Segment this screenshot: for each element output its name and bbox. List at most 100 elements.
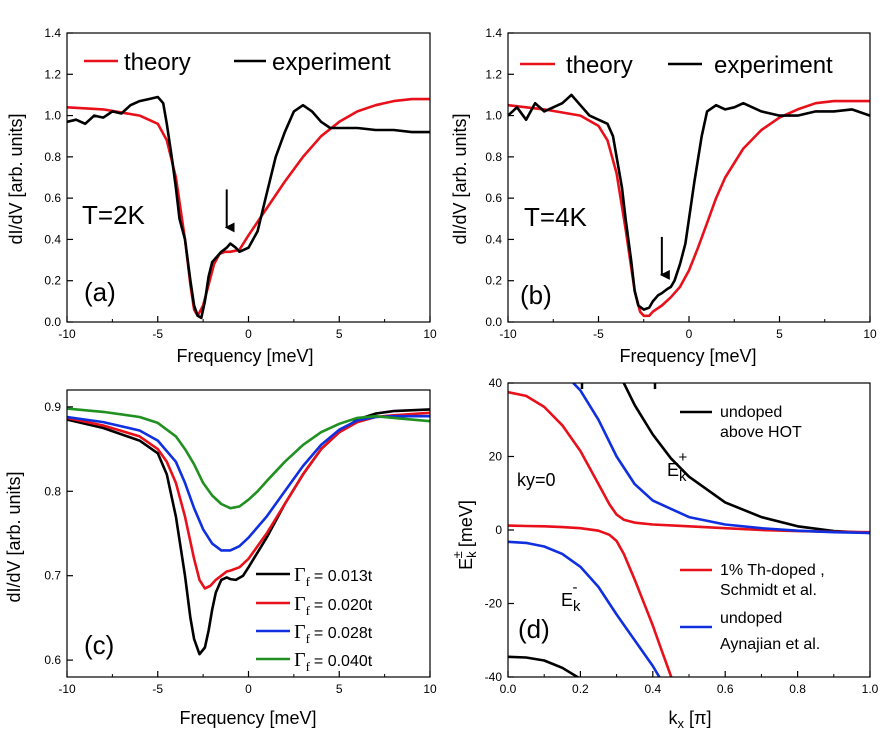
x-tick-label: 0.8	[789, 682, 806, 696]
e-plus-label: Ek +	[667, 449, 688, 485]
gamma-symbol: Γ	[294, 621, 306, 643]
y-tick-label: 20	[489, 450, 503, 464]
legend-label-aynajian-1: undoped	[720, 610, 782, 627]
x-tick-label: -10	[58, 682, 76, 696]
legend-label-undoped-hot-1: undoped	[720, 404, 782, 421]
legend: undoped above HOT 1% Th-doped , Schmidt …	[680, 404, 825, 653]
kx-symbol: k	[669, 708, 679, 728]
legend-label-gamma-0040: Γf = 0.040t	[294, 649, 373, 674]
series-line-c-0-040t	[67, 407, 430, 510]
legend-label-gamma-0013: Γf = 0.013t	[294, 564, 373, 589]
panel-b-label: (b)	[520, 280, 552, 310]
legend-label-theory: theory	[124, 49, 191, 76]
ek-superscript: ±	[450, 551, 465, 558]
x-tick-label: 0.2	[572, 682, 589, 696]
panel-c-series	[67, 407, 430, 656]
x-tick-label: 0	[245, 327, 252, 341]
x-tick-label: 10	[423, 327, 437, 341]
panel-a-frame	[66, 32, 431, 323]
y-tick-label: 0.2	[44, 274, 61, 288]
y-tick-label: 0.6	[44, 653, 61, 667]
legend: Γf = 0.013t Γf = 0.020t Γf = 0.028t Γf = 0.0…	[256, 564, 373, 674]
ek-unit: [meV]	[456, 500, 476, 547]
ky-label: ky=0	[517, 470, 556, 490]
kx-subscript: x	[678, 716, 685, 731]
eplus-superscript: +	[679, 449, 688, 466]
y-tick-label: 0.8	[44, 150, 61, 164]
x-tick-label: 10	[423, 682, 437, 696]
y-tick-label: 0.0	[485, 315, 502, 329]
y-tick-label: 0.6	[485, 191, 502, 205]
temperature-label: T=2K	[82, 200, 146, 230]
panel-c-xlabel: Frequency [meV]	[179, 708, 316, 728]
legend-label-th-doped-1: 1% Th-doped ,	[720, 562, 825, 579]
y-tick-label: 0.4	[44, 232, 61, 246]
x-tick-label: 1.0	[862, 682, 879, 696]
series-line-a-experiment	[67, 95, 430, 320]
panel-a-ticks: -10 -5 0 5 10 0.0 0.2 0.4 0.6 0.8 1.0 1.2 1.4	[44, 26, 437, 341]
legend-label-gamma-0028: Γf = 0.028t	[294, 621, 373, 646]
x-tick-label: -5	[593, 327, 604, 341]
panel-b-ticks: -10 -5 0 5 10 0.0 0.2 0.4 0.6 0.8 1.0 1.2 1.4	[485, 26, 877, 341]
gamma-symbol: Γ	[294, 649, 306, 671]
panel-c-ticks: -10 -5 0 5 10 0.6 0.7 0.8 0.9	[44, 400, 437, 696]
series-line-c-0-013t	[67, 408, 430, 656]
x-tick-label: 5	[336, 327, 343, 341]
series-line-d-1-th-doped-schmidt-et-al	[508, 390, 870, 534]
panel-d-ylabel: Ek± [meV]	[450, 500, 479, 570]
panel-c: -10 -5 0 5 10 0.6 0.7 0.8 0.9 Frequency [meV] dI…	[4, 389, 437, 728]
y-tick-label: -20	[485, 597, 503, 611]
eplus-symbol: E	[667, 460, 679, 480]
y-tick-label: 1.2	[485, 67, 502, 81]
x-tick-label: 5	[336, 682, 343, 696]
temperature-label: T=4K	[524, 202, 588, 232]
y-tick-label: 0.2	[485, 274, 502, 288]
y-tick-label: 0	[495, 523, 502, 537]
eminus-symbol: E	[561, 590, 573, 610]
panel-c-ylabel: dI/dV [arb. units]	[4, 471, 24, 602]
panel-a-xlabel: Frequency [meV]	[176, 346, 313, 366]
x-tick-label: -10	[499, 327, 517, 341]
x-tick-label: -5	[152, 682, 163, 696]
series-line-c-0-028t	[67, 414, 430, 552]
gamma-subscript: f	[306, 659, 311, 674]
y-tick-label: 0.4	[485, 232, 502, 246]
x-tick-label: 0	[686, 327, 693, 341]
gamma-value: = 0.020t	[314, 597, 373, 614]
legend-label-aynajian-2: Aynajian et al.	[720, 636, 820, 653]
x-tick-label: -10	[58, 327, 76, 341]
gamma-value: = 0.028t	[314, 625, 373, 642]
x-tick-label: 0	[245, 682, 252, 696]
ek-symbol: E	[456, 558, 476, 570]
panel-a: -10 -5 0 5 10 0.0 0.2 0.4 0.6 0.8 1.0 1.2 1.4 Freque…	[6, 26, 437, 366]
eminus-subscript: k	[573, 598, 581, 615]
y-tick-label: 1.2	[44, 67, 61, 81]
series-line-d-undoped-above-hot	[622, 383, 870, 535]
series-line-d-undoped-aynajian-lower	[508, 540, 661, 677]
legend-label-theory: theory	[566, 52, 633, 79]
y-tick-label: 0.9	[44, 400, 61, 414]
series-line-b-theory	[508, 99, 870, 318]
kx-unit: [π]	[689, 708, 711, 728]
y-tick-label: 1.4	[485, 26, 502, 40]
gamma-subscript: f	[306, 574, 311, 589]
y-tick-label: 0.6	[44, 191, 61, 205]
eplus-subscript: k	[679, 468, 687, 485]
y-tick-label: 1.0	[485, 109, 502, 123]
panel-a-label: (a)	[84, 277, 116, 307]
panel-b-ylabel: dI/dV [arb. units]	[450, 113, 470, 244]
legend-label-gamma-0020: Γf = 0.020t	[294, 593, 373, 618]
x-tick-label: 0.4	[644, 682, 661, 696]
legend-label-th-doped-2: Schmidt et al.	[720, 582, 817, 599]
gamma-value: = 0.040t	[314, 653, 373, 670]
series-line-d-1-th-doped-lower	[508, 524, 673, 677]
legend: theory experiment	[520, 52, 833, 79]
legend: theory experiment	[84, 49, 391, 76]
panel-b-xlabel: Frequency [meV]	[619, 346, 756, 366]
gamma-subscript: f	[306, 603, 311, 618]
y-tick-label: 1.4	[44, 26, 61, 40]
y-tick-label: 0.7	[44, 569, 61, 583]
panel-d-label: (d)	[518, 614, 550, 644]
y-tick-label: 40	[489, 376, 503, 390]
